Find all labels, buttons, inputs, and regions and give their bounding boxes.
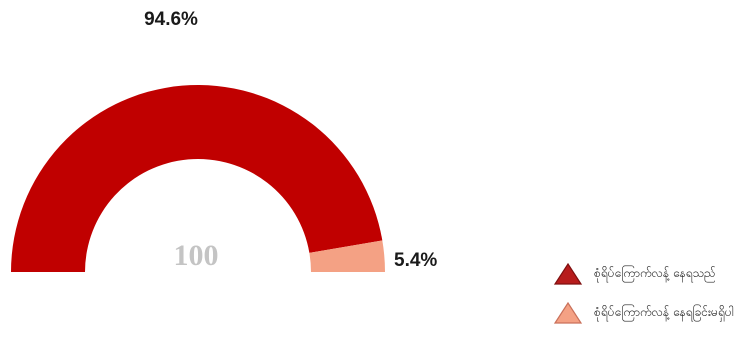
slice-0 xyxy=(11,84,383,272)
legend-label-1: စုံရိပ်ကြောက်လန့် နေရခြင်းမရှိပါ xyxy=(594,305,734,319)
triangle-marker-icon xyxy=(553,301,583,324)
labels-layer: 94.6% 5.4% xyxy=(144,9,437,271)
center-total-label: 100 xyxy=(174,239,219,272)
legend-label-0: စုံရိပ်ကြောက်လန့် နေရသည် xyxy=(594,266,716,280)
slices-layer xyxy=(11,84,385,272)
triangle-marker-icon xyxy=(553,262,583,285)
slice-value-label-1: 5.4% xyxy=(394,250,437,271)
slice-1 xyxy=(309,240,385,272)
legend-item-0: စုံရိပ်ကြောက်လန့် နေရသည် xyxy=(553,262,751,286)
slice-value-label-0: 94.6% xyxy=(144,9,198,30)
legend: စုံရိပ်ကြောက်လန့် နေရသည် စုံရိပ်ကြောက်လန… xyxy=(553,262,751,340)
legend-item-1: စုံရိပ်ကြောက်လန့် နေရခြင်းမရှိပါ xyxy=(553,301,751,325)
